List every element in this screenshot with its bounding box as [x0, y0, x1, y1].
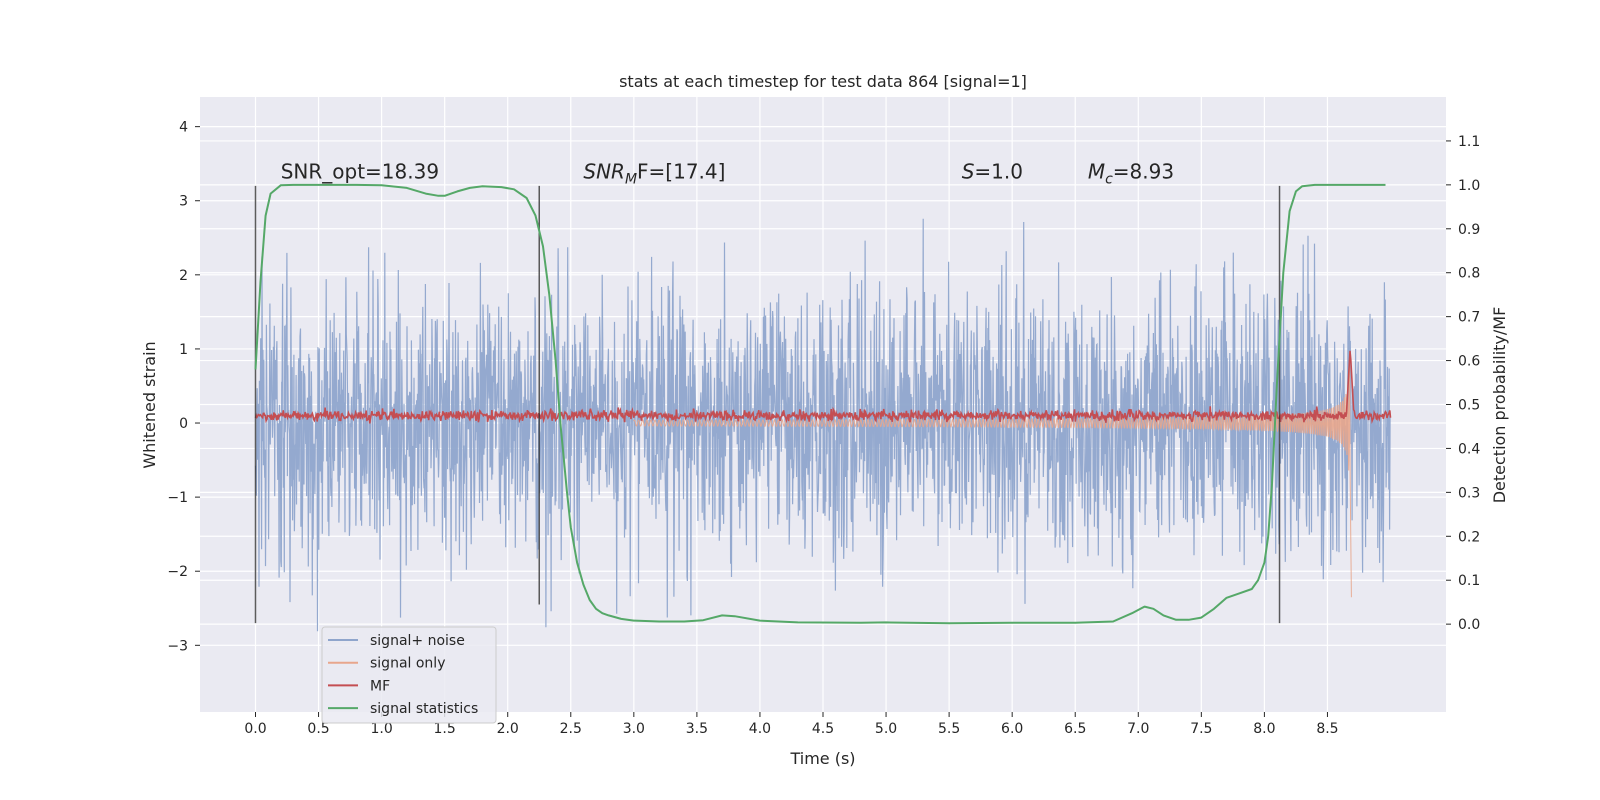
x-tick-label: 4.0: [749, 721, 771, 737]
y-left-tick-label: −1: [167, 490, 188, 506]
annotation-text: S=1.0: [962, 160, 1023, 184]
y-right-tick-label: 0.2: [1458, 529, 1480, 545]
series-signal-only: [633, 352, 1352, 598]
legend-label: signal only: [370, 656, 445, 672]
series-line-mf: [254, 350, 1392, 424]
y-left-axis-label: Whitened strain: [140, 341, 159, 468]
annotation-text: Mc=8.93: [1088, 160, 1174, 188]
legend-label: signal+ noise: [370, 633, 465, 649]
chart-title: stats at each timestep for test data 864…: [619, 72, 1027, 91]
legend: signal+ noise signal only MF signal statist…: [321, 626, 497, 724]
x-tick-label: 0.0: [244, 721, 266, 737]
x-tick-label: 6.0: [1001, 721, 1023, 737]
y-right-tick-label: 0.5: [1458, 398, 1480, 414]
annotations: SNR_opt=18.39 SNRMF=[17.4] S=1.0 Mc=8.93: [281, 160, 1174, 188]
y-right-tick-label: 0.3: [1458, 485, 1480, 501]
x-tick-label: 3.0: [623, 721, 645, 737]
y-right-axis-label: Detection probability/MF: [1490, 307, 1509, 504]
legend-box: [321, 626, 497, 724]
x-tick-label: 2.5: [560, 721, 582, 737]
y-right-tick-label: 0.8: [1458, 266, 1480, 282]
y-left-tick-label: −3: [167, 638, 188, 654]
x-tick-label: 4.5: [812, 721, 834, 737]
x-tick-label: 1.0: [370, 721, 392, 737]
y-left-axis-ticks: −3 −2 −1 0 1 2 3 4: [167, 120, 200, 654]
series-mf: [254, 350, 1392, 424]
y-right-tick-label: 1.0: [1458, 178, 1480, 194]
x-axis-ticks: 0.0 0.5 1.0 1.5 2.0 2.5 3.0 3.5 4.0 4.5 5.0 5.5 6.0 6…: [244, 712, 1339, 737]
x-tick-label: 2.0: [497, 721, 519, 737]
series-line-signal-statistics: [254, 183, 1386, 625]
x-tick-label: 8.0: [1253, 721, 1275, 737]
y-right-tick-label: 0.0: [1458, 617, 1480, 633]
legend-label: signal statistics: [370, 701, 478, 717]
y-right-tick-label: 0.1: [1458, 573, 1480, 589]
legend-label: MF: [370, 678, 390, 694]
y-right-tick-label: 1.1: [1458, 134, 1480, 150]
series-line-signal-only: [633, 352, 1352, 598]
y-left-tick-label: 2: [179, 268, 188, 284]
y-left-tick-label: 1: [179, 342, 188, 358]
annotation-text: SNR_opt=18.39: [281, 160, 439, 184]
series-signal-noise: [254, 218, 1392, 632]
x-tick-label: 7.0: [1127, 721, 1149, 737]
y-right-tick-label: 0.6: [1458, 354, 1480, 370]
x-tick-label: 1.5: [434, 721, 456, 737]
y-left-tick-label: 3: [179, 194, 188, 210]
x-tick-label: 3.5: [686, 721, 708, 737]
y-right-tick-label: 0.7: [1458, 310, 1480, 326]
vertical-markers: [254, 185, 1281, 624]
y-left-tick-label: 4: [179, 120, 188, 136]
x-tick-label: 6.5: [1064, 721, 1086, 737]
x-tick-label: 5.0: [875, 721, 897, 737]
annotation-text: SNRMF=[17.4]: [583, 160, 725, 188]
x-tick-label: 0.5: [307, 721, 329, 737]
y-right-tick-label: 0.9: [1458, 222, 1480, 238]
y-left-tick-label: 0: [179, 416, 188, 432]
y-left-tick-label: −2: [167, 564, 188, 580]
series-signal-statistics: [254, 183, 1386, 625]
x-tick-label: 8.5: [1316, 721, 1338, 737]
y-right-axis-ticks: 0.0 0.1 0.2 0.3 0.4 0.5 0.6 0.7 0.8 0.9 1.0 1.1: [1446, 134, 1480, 633]
y-right-tick-label: 0.4: [1458, 441, 1480, 457]
x-tick-label: 7.5: [1190, 721, 1212, 737]
x-axis-label: Time (s): [789, 749, 855, 768]
x-tick-label: 5.5: [938, 721, 960, 737]
series-line-signal-noise: [254, 218, 1392, 632]
